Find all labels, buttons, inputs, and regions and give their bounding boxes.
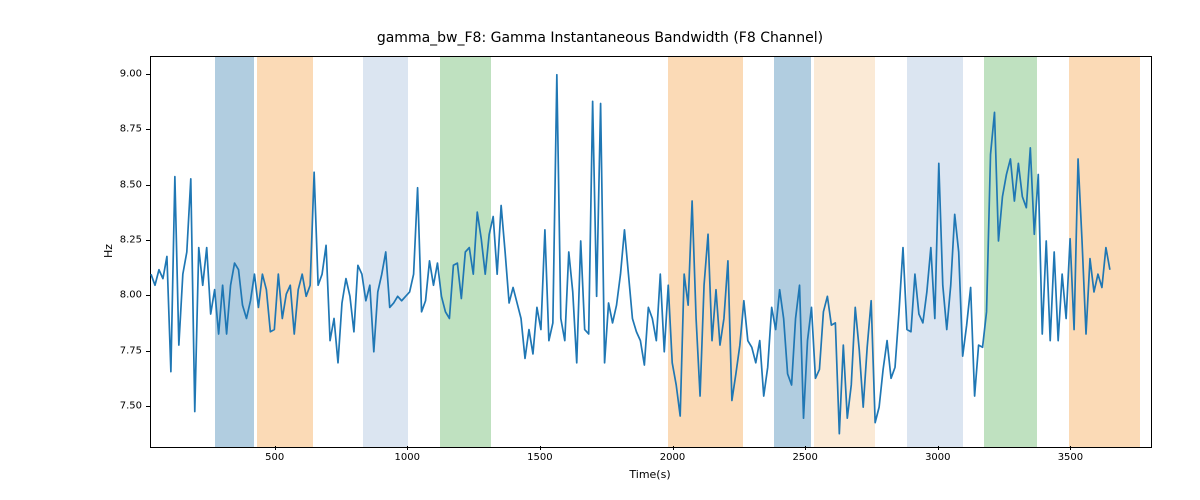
x-tick-label: 2000 bbox=[660, 452, 685, 463]
x-tick-label: 1000 bbox=[395, 452, 420, 463]
y-tick-label: 8.00 bbox=[120, 290, 142, 301]
y-tick-label: 8.50 bbox=[120, 179, 142, 190]
y-tick bbox=[146, 129, 150, 130]
plot-axes bbox=[150, 56, 1152, 448]
x-tick bbox=[275, 446, 276, 450]
y-tick-label: 8.75 bbox=[120, 124, 142, 135]
line-plot-svg bbox=[151, 57, 1151, 447]
y-tick bbox=[146, 295, 150, 296]
y-tick bbox=[146, 240, 150, 241]
y-tick bbox=[146, 74, 150, 75]
x-tick-label: 2500 bbox=[792, 452, 817, 463]
y-tick bbox=[146, 406, 150, 407]
x-axis-label: Time(s) bbox=[629, 468, 670, 481]
x-tick bbox=[1070, 446, 1071, 450]
data-series-line bbox=[151, 75, 1110, 434]
x-tick bbox=[938, 446, 939, 450]
x-tick-label: 500 bbox=[265, 452, 284, 463]
y-tick-label: 7.75 bbox=[120, 345, 142, 356]
y-tick bbox=[146, 185, 150, 186]
y-axis-label: Hz bbox=[102, 244, 115, 258]
x-tick bbox=[673, 446, 674, 450]
figure-container: gamma_bw_F8: Gamma Instantaneous Bandwid… bbox=[0, 0, 1200, 500]
x-tick-label: 3500 bbox=[1058, 452, 1083, 463]
x-tick-label: 3000 bbox=[925, 452, 950, 463]
y-tick-label: 8.25 bbox=[120, 234, 142, 245]
y-tick-label: 9.00 bbox=[120, 68, 142, 79]
y-tick bbox=[146, 351, 150, 352]
x-tick bbox=[540, 446, 541, 450]
x-tick bbox=[407, 446, 408, 450]
x-tick-label: 1500 bbox=[527, 452, 552, 463]
x-tick bbox=[805, 446, 806, 450]
y-tick-label: 7.50 bbox=[120, 401, 142, 412]
chart-title: gamma_bw_F8: Gamma Instantaneous Bandwid… bbox=[0, 30, 1200, 46]
